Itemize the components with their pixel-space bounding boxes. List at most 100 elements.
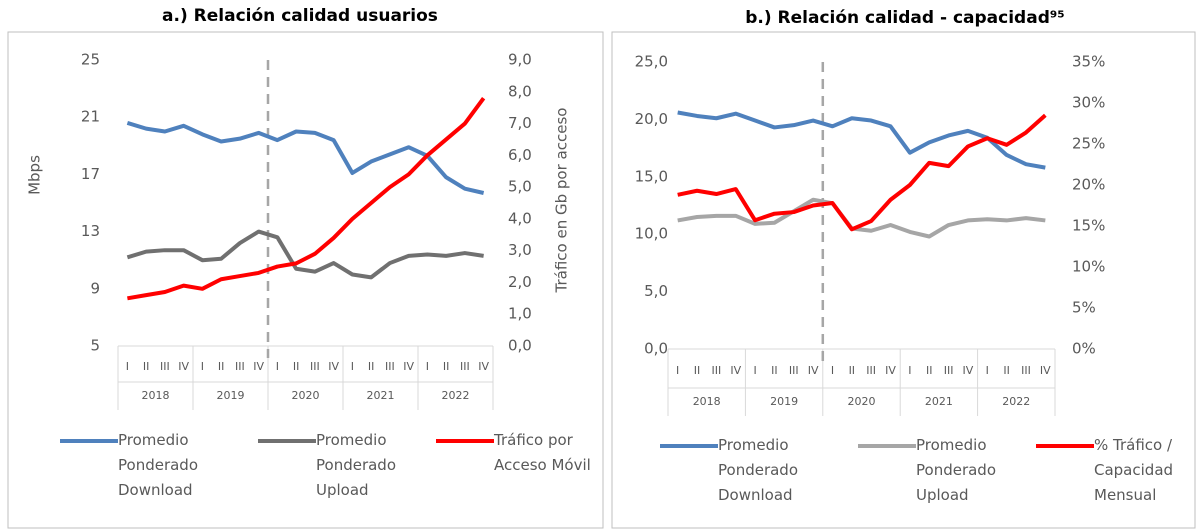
y-tick-label: 25,0 [635, 53, 668, 71]
x-tick-label: II [694, 364, 701, 377]
legend-entry: Promedio Ponderado Download [60, 428, 218, 503]
x-group-label: 2022 [1002, 395, 1030, 408]
x-tick-label: IV [885, 364, 896, 377]
legend-entry: Tráfico por Acceso Móvil [436, 428, 594, 503]
x-group-label: 2019 [217, 389, 245, 402]
y2-tick-label: 6,0 [508, 146, 532, 164]
x-tick-label: III [1021, 364, 1031, 377]
x-tick-label: III [385, 360, 395, 373]
legend-swatch [660, 444, 718, 448]
x-tick-label: III [235, 360, 245, 373]
y2-tick-label: 10% [1072, 258, 1105, 276]
x-tick-label: IV [1040, 364, 1051, 377]
legend-label: Promedio Ponderado Upload [316, 431, 397, 499]
x-tick-label: III [866, 364, 876, 377]
y2-tick-label: 3,0 [508, 241, 532, 259]
x-tick-label: I [276, 360, 279, 373]
x-tick-label: I [986, 364, 989, 377]
legend-swatch [60, 439, 118, 443]
y2-tick-label: 30% [1072, 94, 1105, 112]
x-tick-label: IV [730, 364, 741, 377]
x-tick-label: II [443, 360, 450, 373]
x-tick-label: III [944, 364, 954, 377]
x-group-label: 2021 [925, 395, 953, 408]
y-tick-label: 9 [90, 279, 100, 297]
y-axis-label: Mbps [26, 155, 44, 195]
x-tick-label: II [293, 360, 300, 373]
y-tick-label: 25 [81, 51, 100, 69]
x-group-label: 2019 [770, 395, 798, 408]
chart-title: a.) Relación calidad usuarios [162, 6, 438, 26]
legend-swatch [1036, 444, 1094, 448]
y2-tick-label: 25% [1072, 135, 1105, 153]
x-tick-label: II [771, 364, 778, 377]
legend-label: Promedio Ponderado Download [118, 431, 199, 499]
x-tick-label: IV [478, 360, 489, 373]
x-group-label: 2018 [693, 395, 721, 408]
x-tick-label: IV [178, 360, 189, 373]
series-line [677, 197, 1046, 239]
chart-title: b.) Relación calidad - capacidad⁹⁵ [745, 8, 1065, 28]
y-tick-label: 5 [90, 337, 100, 355]
x-tick-label: I [753, 364, 756, 377]
x-tick-label: I [351, 360, 354, 373]
y2-tick-label: 35% [1072, 53, 1105, 71]
series-line [126, 229, 484, 280]
x-tick-label: III [460, 360, 470, 373]
x-tick-label: II [368, 360, 375, 373]
x-group-label: 2020 [292, 389, 320, 402]
x-group-label: 2020 [848, 395, 876, 408]
panel-border [7, 31, 604, 529]
x-tick-label: II [218, 360, 225, 373]
legend-entry: Promedio Ponderado Upload [858, 433, 1016, 508]
legend-swatch [436, 439, 494, 443]
x-tick-label: I [908, 364, 911, 377]
x-tick-label: IV [253, 360, 264, 373]
x-tick-label: II [143, 360, 150, 373]
series-line [127, 96, 486, 301]
x-group-label: 2021 [367, 389, 395, 402]
y2-tick-label: 5,0 [508, 178, 532, 196]
y-tick-label: 10,0 [635, 225, 668, 243]
x-group-label: 2018 [142, 389, 170, 402]
legend: Promedio Ponderado Download Promedio Pond… [660, 433, 1194, 508]
x-tick-label: I [126, 360, 129, 373]
y2-tick-label: 15% [1072, 217, 1105, 235]
y2-tick-label: 1,0 [508, 305, 532, 323]
y2-tick-label: 5% [1072, 299, 1096, 317]
x-tick-label: IV [963, 364, 974, 377]
x-tick-label: I [831, 364, 834, 377]
x-tick-label: I [201, 360, 204, 373]
y-tick-label: 17 [81, 165, 100, 183]
x-tick-label: III [789, 364, 799, 377]
y2-tick-label: 20% [1072, 176, 1105, 194]
y2-tick-label: 2,0 [508, 273, 532, 291]
x-tick-label: III [160, 360, 170, 373]
x-tick-label: III [712, 364, 722, 377]
y-tick-label: 21 [81, 108, 100, 126]
y-tick-label: 20,0 [635, 110, 668, 128]
legend: Promedio Ponderado Download Promedio Pond… [60, 428, 594, 503]
legend-label: Promedio Ponderado Upload [916, 436, 997, 504]
legend-label: % Tráfico / Capacidad Mensual [1094, 436, 1174, 504]
x-tick-label: I [426, 360, 429, 373]
x-tick-label: II [926, 364, 933, 377]
y2-tick-label: 0% [1072, 340, 1096, 358]
y2-tick-label: 9,0 [508, 51, 532, 69]
x-tick-label: III [310, 360, 320, 373]
y-tick-label: 13 [81, 222, 100, 240]
y-tick-label: 0,0 [644, 340, 668, 358]
y2-axis-label: Tráfico en Gb por acceso [553, 108, 571, 294]
legend-entry: % Tráfico / Capacidad Mensual [1036, 433, 1194, 508]
legend-swatch [858, 444, 916, 448]
legend-entry: Promedio Ponderado Upload [258, 428, 416, 503]
y-tick-label: 5,0 [644, 282, 668, 300]
x-tick-label: II [1003, 364, 1010, 377]
series-line [677, 110, 1046, 170]
legend-entry: Promedio Ponderado Download [660, 433, 818, 508]
series-line [677, 113, 1047, 232]
y2-tick-label: 8,0 [508, 82, 532, 100]
x-tick-label: II [849, 364, 856, 377]
